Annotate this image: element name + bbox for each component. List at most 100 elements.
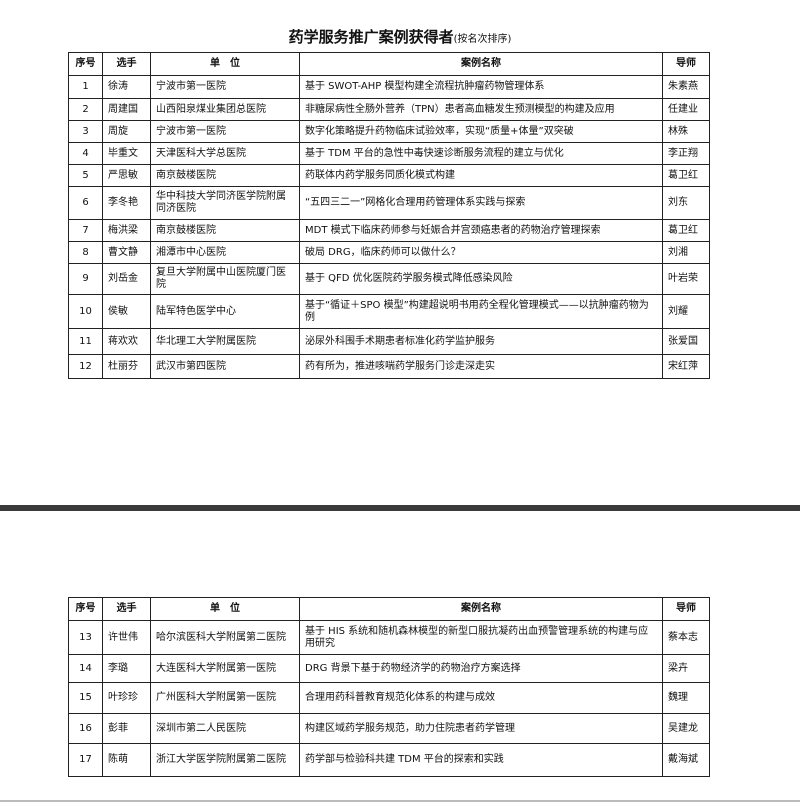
cell-contestant-name: 曹文静 bbox=[102, 241, 151, 264]
cell-mentor: 刘东 bbox=[662, 186, 710, 220]
table-row: 4 毕重文 天津医科大学总医院 基于 TDM 平台的急性中毒快速诊断服务流程的建立与优… bbox=[68, 142, 710, 165]
cell-row-number: 17 bbox=[68, 743, 103, 777]
table-row: 6 李冬艳 华中科技大学同济医学院附属同济医院 “五四三二一”网格化合理用药管理体系实… bbox=[68, 186, 710, 220]
cell-row-number: 9 bbox=[68, 263, 103, 295]
title-subtitle: (按名次排序) bbox=[453, 34, 512, 45]
header-mentor: 导师 bbox=[662, 52, 710, 76]
cell-case-title: 泌尿外科围手术期患者标准化药学监护服务 bbox=[299, 328, 663, 355]
cell-row-number: 3 bbox=[68, 120, 103, 143]
header-row-number: 序号 bbox=[68, 52, 103, 76]
cell-row-number: 11 bbox=[68, 328, 103, 355]
winners-table-page2: 序号 选手单 位案例名称 导师 13 许世伟 哈尔滨医科大学附属第二医院 基于 HIS 系… bbox=[68, 597, 710, 777]
table-row: 2 周建国 山西阳泉煤业集团总医院 非糖尿病性全肠外营养（TPN）患者高血糖发生预测模… bbox=[68, 98, 710, 121]
cell-unit: 南京鼓楼医院 bbox=[150, 219, 300, 242]
cell-mentor: 张爱国 bbox=[662, 328, 710, 355]
cell-row-number: 14 bbox=[68, 654, 103, 683]
table-row: 17 陈萌 浙江大学医学院附属第二医院 药学部与检验科共建 TDM 平台的探索和实践戴… bbox=[68, 743, 710, 777]
cell-case-title: 药有所为，推进咳喘药学服务门诊走深走实 bbox=[299, 354, 663, 379]
cell-contestant-name: 刘岳金 bbox=[102, 263, 151, 295]
cell-mentor: 刘湘 bbox=[662, 241, 710, 264]
cell-unit: 哈尔滨医科大学附属第二医院 bbox=[150, 620, 300, 655]
table-row: 10 侯敏 陆军特色医学中心 基于“循证＋SPO 模型”构建超说明书用药全程化管理模式… bbox=[68, 294, 710, 329]
cell-row-number: 15 bbox=[68, 682, 103, 714]
cell-contestant-name: 徐涛 bbox=[102, 75, 151, 99]
page-edge bbox=[0, 800, 800, 802]
cell-case-title: 药联体内药学服务同质化模式构建 bbox=[299, 164, 663, 187]
table-row: 1 徐涛 宁波市第一医院 基于 SWOT-AHP 模型构建全流程抗肿瘤药物管理体系 朱素… bbox=[68, 75, 710, 99]
cell-mentor: 葛卫红 bbox=[662, 219, 710, 242]
cell-mentor: 蔡本志 bbox=[662, 620, 710, 655]
cell-row-number: 6 bbox=[68, 186, 103, 220]
cell-mentor: 李正翔 bbox=[662, 142, 710, 165]
table-row: 12 杜丽芬 武汉市第四医院 药有所为，推进咳喘药学服务门诊走深走实 宋红萍 bbox=[68, 354, 710, 379]
table-header: 序号 选手单 位案例名称 导师 bbox=[68, 597, 710, 621]
cell-row-number: 12 bbox=[68, 354, 103, 379]
cell-contestant-name: 杜丽芬 bbox=[102, 354, 151, 379]
table-row: 3 周旋 宁波市第一医院 数字化策略提升药物临床试验效率，实现“质量+体量”双突破 林殊 bbox=[68, 120, 710, 143]
cell-unit: 山西阳泉煤业集团总医院 bbox=[150, 98, 300, 121]
cell-case-title: 数字化策略提升药物临床试验效率，实现“质量+体量”双突破 bbox=[299, 120, 663, 143]
cell-unit: 宁波市第一医院 bbox=[150, 120, 300, 143]
cell-case-title: 基于 TDM 平台的急性中毒快速诊断服务流程的建立与优化 bbox=[299, 142, 663, 165]
cell-contestant-name: 严思敏 bbox=[102, 164, 151, 187]
cell-unit: 湘潭市中心医院 bbox=[150, 241, 300, 264]
cell-case-title: 基于 HIS 系统和随机森林模型的新型口服抗凝药出血预警管理系统的构建与应用研究 bbox=[299, 620, 663, 655]
header-mentor: 导师 bbox=[662, 597, 710, 621]
cell-unit: 复旦大学附属中山医院厦门医院 bbox=[150, 263, 300, 295]
cell-unit: 陆军特色医学中心 bbox=[150, 294, 300, 329]
cell-contestant-name: 周旋 bbox=[102, 120, 151, 143]
table-row: 11 蒋欢欢 华北理工大学附属医院 泌尿外科围手术期患者标准化药学监护服务 张爱国 bbox=[68, 328, 710, 355]
cell-case-title: 非糖尿病性全肠外营养（TPN）患者高血糖发生预测模型的构建及应用 bbox=[299, 98, 663, 121]
cell-mentor: 任建业 bbox=[662, 98, 710, 121]
header-case-title: 案例名称 bbox=[299, 597, 663, 621]
cell-row-number: 5 bbox=[68, 164, 103, 187]
cell-mentor: 朱素燕 bbox=[662, 75, 710, 99]
cell-contestant-name: 侯敏 bbox=[102, 294, 151, 329]
document-title: 药学服务推广案例获得者(按名次排序) bbox=[0, 26, 800, 47]
header-contestant-name: 选手 bbox=[102, 52, 151, 76]
cell-contestant-name: 许世伟 bbox=[102, 620, 151, 655]
cell-row-number: 7 bbox=[68, 219, 103, 242]
table-row: 8 曹文静 湘潭市中心医院 破局 DRG，临床药师可以做什么？ 刘湘 bbox=[68, 241, 710, 264]
cell-contestant-name: 李璐 bbox=[102, 654, 151, 683]
cell-contestant-name: 梅洪梁 bbox=[102, 219, 151, 242]
table-row: 9 刘岳金 复旦大学附属中山医院厦门医院 基于 QFD 优化医院药学服务模式降低感染风… bbox=[68, 263, 710, 295]
table-header: 序号 选手单 位案例名称 导师 bbox=[68, 52, 710, 76]
cell-row-number: 16 bbox=[68, 713, 103, 744]
cell-mentor: 刘耀 bbox=[662, 294, 710, 329]
header-row-number: 序号 bbox=[68, 597, 103, 621]
cell-case-title: 基于 SWOT-AHP 模型构建全流程抗肿瘤药物管理体系 bbox=[299, 75, 663, 99]
cell-case-title: 药学部与检验科共建 TDM 平台的探索和实践 bbox=[299, 743, 663, 777]
cell-unit: 广州医科大学附属第一医院 bbox=[150, 682, 300, 714]
cell-unit: 华北理工大学附属医院 bbox=[150, 328, 300, 355]
cell-mentor: 林殊 bbox=[662, 120, 710, 143]
cell-unit: 华中科技大学同济医学院附属同济医院 bbox=[150, 186, 300, 220]
cell-row-number: 2 bbox=[68, 98, 103, 121]
cell-contestant-name: 李冬艳 bbox=[102, 186, 151, 220]
cell-contestant-name: 周建国 bbox=[102, 98, 151, 121]
cell-contestant-name: 毕重文 bbox=[102, 142, 151, 165]
cell-row-number: 1 bbox=[68, 75, 103, 99]
cell-case-title: 基于 QFD 优化医院药学服务模式降低感染风险 bbox=[299, 263, 663, 295]
cell-case-title: “五四三二一”网格化合理用药管理体系实践与探索 bbox=[299, 186, 663, 220]
cell-unit: 大连医科大学附属第一医院 bbox=[150, 654, 300, 683]
cell-contestant-name: 蒋欢欢 bbox=[102, 328, 151, 355]
header-unit: 单 位 bbox=[150, 597, 300, 621]
cell-row-number: 13 bbox=[68, 620, 103, 655]
cell-case-title: 构建区域药学服务规范，助力住院患者药学管理 bbox=[299, 713, 663, 744]
winners-table-page1: 序号 选手单 位案例名称 导师 1 徐涛 宁波市第一医院 基于 SWOT-AHP 模型构建… bbox=[68, 52, 710, 379]
title-text: 药学服务推广案例获得者 bbox=[288, 28, 454, 46]
header-contestant-name: 选手 bbox=[102, 597, 151, 621]
cell-contestant-name: 叶珍珍 bbox=[102, 682, 151, 714]
table-row: 14 李璐 大连医科大学附属第一医院 DRG 背景下基于药物经济学的药物治疗方案选择梁… bbox=[68, 654, 710, 683]
cell-unit: 浙江大学医学院附属第二医院 bbox=[150, 743, 300, 777]
table-row: 5 严思敏 南京鼓楼医院 药联体内药学服务同质化模式构建 葛卫红 bbox=[68, 164, 710, 187]
page-separator bbox=[0, 505, 800, 511]
header-unit: 单 位 bbox=[150, 52, 300, 76]
cell-unit: 深圳市第二人民医院 bbox=[150, 713, 300, 744]
cell-case-title: DRG 背景下基于药物经济学的药物治疗方案选择 bbox=[299, 654, 663, 683]
cell-mentor: 叶岩荣 bbox=[662, 263, 710, 295]
cell-mentor: 葛卫红 bbox=[662, 164, 710, 187]
cell-contestant-name: 陈萌 bbox=[102, 743, 151, 777]
table-row: 13 许世伟 哈尔滨医科大学附属第二医院 基于 HIS 系统和随机森林模型的新型口服抗… bbox=[68, 620, 710, 655]
